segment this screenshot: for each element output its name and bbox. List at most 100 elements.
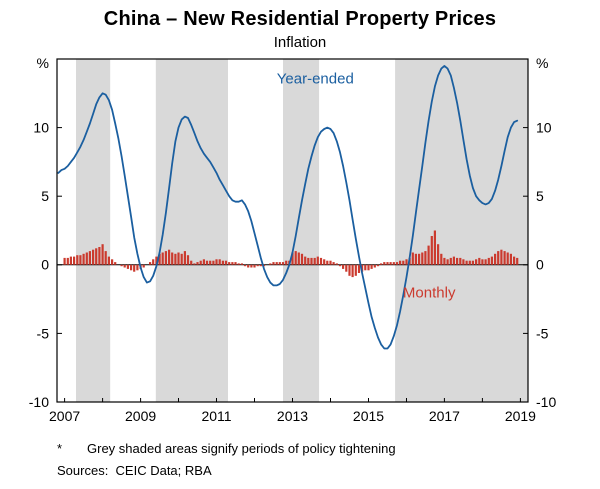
monthly-bar [370,264,373,269]
monthly-bar [152,259,155,265]
y-axis-unit-right: % [536,55,548,71]
monthly-bar [503,251,506,265]
monthly-bar [79,255,82,265]
monthly-bar [262,264,266,267]
chart-subtitle: Inflation [273,34,327,51]
monthly-bar [446,259,449,265]
monthly-bar [190,260,193,265]
monthly-bar [256,264,259,267]
monthly-bar [183,251,186,265]
x-axis-tick-label: 2015 [353,408,384,424]
monthly-bar [389,262,392,265]
monthly-bar [402,260,405,265]
monthly-bar [497,251,500,265]
monthly-bar [380,263,383,265]
monthly-bar [180,253,183,265]
monthly-bar [351,264,354,278]
monthly-bar [63,257,66,265]
monthly-bar [456,257,459,265]
monthly-bar [247,264,250,268]
monthly-bar [513,256,516,265]
monthly-bar [123,264,126,268]
monthly-bar [500,249,503,265]
monthly-bar [186,255,190,265]
monthly-bar [506,252,509,265]
monthly-bar [297,252,300,265]
footnote-marker: * [57,441,63,456]
monthly-bar [199,260,202,265]
x-axis-tick-label: 2019 [505,408,536,424]
monthly-bar [149,262,152,265]
monthly-bar [142,264,145,268]
monthly-bar [326,260,329,265]
monthly-bar [462,259,465,265]
monthly-bar [281,262,285,265]
monthly-bar [104,251,107,265]
chart-title: China – New Residential Property Prices [103,8,497,30]
x-axis-tick-label: 2011 [201,408,231,424]
y-axis-unit-left: % [37,55,49,71]
monthly-bar [174,253,177,265]
monthly-bar [224,260,228,265]
monthly-bar [399,260,402,265]
y-axis-tick-label-left: -10 [29,394,49,410]
monthly-bar [202,259,205,265]
monthly-bar [168,249,171,265]
monthly-bar [516,257,519,265]
monthly-bar [136,264,139,271]
monthly-bar [111,259,114,265]
monthly-bar [367,264,370,271]
policy-tightening-band [155,59,228,402]
monthly-bar [475,259,478,265]
policy-tightening-band [283,59,320,402]
footnote: * Grey shaded areas signify periods of p… [0,441,600,456]
monthly-bar [278,262,281,265]
chart-area: -10 -10 -5 -5 0 0 5 5 10 10%% 2007 2009 2011 2013 2015… [0,53,600,427]
monthly-bar [414,253,417,265]
monthly-bar [319,257,323,265]
monthly-bar [443,257,446,265]
monthly-bar [272,262,275,265]
monthly-bar [133,264,136,272]
monthly-bar [411,252,414,265]
footnote-text: Grey shaded areas signify periods of pol… [87,441,396,456]
monthly-bar [212,260,215,265]
monthly-bar [98,247,101,265]
monthly-bar [338,264,342,267]
monthly-bar [243,264,247,267]
monthly-bar [335,263,338,265]
monthly-bar [357,264,361,273]
monthly-bar [430,236,433,265]
monthly-bar [66,257,69,265]
monthly-bar [215,259,218,265]
monthly-bar [130,264,133,271]
monthly-bar [304,256,307,265]
y-axis-tick-label-left: 10 [33,120,49,136]
monthly-bar [253,264,256,268]
monthly-bar [459,257,462,265]
monthly-bar [310,257,313,265]
monthly-bar [300,253,304,265]
monthly-bar [440,253,443,265]
monthly-bar [481,259,484,265]
monthly-bar [221,260,224,265]
monthly-bar [487,257,490,265]
monthly-bar [421,252,424,265]
monthly-bar [323,259,326,265]
monthly-bar [395,262,399,265]
monthly-bar [405,259,408,265]
monthly-bar [158,253,161,265]
monthly-bar [329,260,332,265]
monthly-bar [294,251,297,265]
series-label-year-ended: Year-ended [277,71,354,88]
monthly-bar [193,263,196,265]
chart-svg: -10 -10 -5 -5 0 0 5 5 10 10% % 2007 2009 2011 2013 2015… [29,55,557,424]
series-label-monthly: Monthly [403,285,456,302]
monthly-bar [76,255,79,265]
monthly-bar [218,259,221,265]
monthly-bar [73,256,76,265]
monthly-bar [332,262,335,265]
y-axis-tick-label-right: -10 [536,394,556,410]
monthly-bar [449,257,452,265]
monthly-bar [95,248,98,265]
